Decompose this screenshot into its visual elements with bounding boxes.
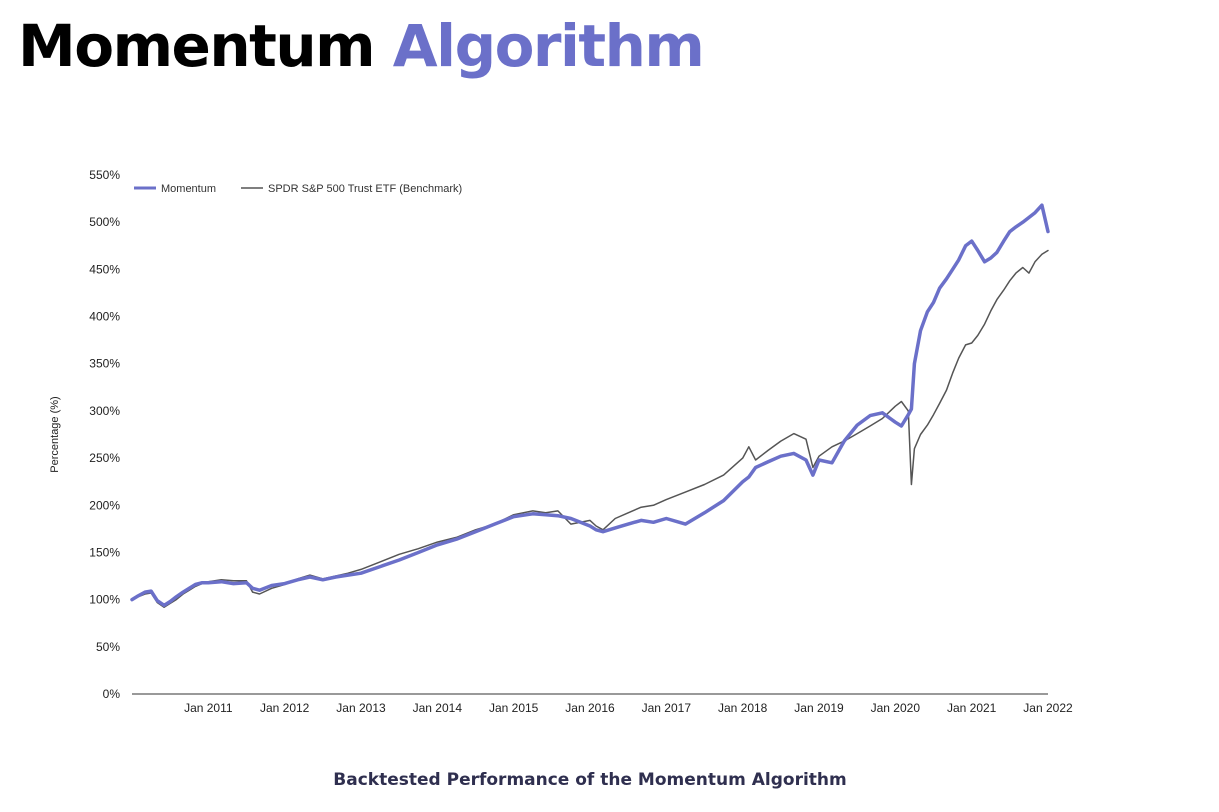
x-tick-label: Jan 2017 xyxy=(642,701,692,715)
page-title-word-momentum: Momentum xyxy=(18,12,376,80)
y-tick-label: 150% xyxy=(89,545,120,559)
y-axis-ticks: 0% 50% 100% 150% 200% 250% 300% 350% 400% 450% 500… xyxy=(89,168,120,701)
x-tick-label: Jan 2012 xyxy=(260,701,310,715)
y-tick-label: 50% xyxy=(96,640,120,654)
x-tick-label: Jan 2015 xyxy=(489,701,539,715)
page-title-word-algorithm: Algorithm xyxy=(392,12,705,80)
y-tick-label: 0% xyxy=(103,687,121,701)
y-tick-label: 400% xyxy=(89,310,120,324)
x-tick-label: Jan 2018 xyxy=(718,701,768,715)
x-axis-ticks: Jan 2011 Jan 2012 Jan 2013 Jan 2014 Jan 2015… xyxy=(184,701,1073,715)
y-tick-label: 450% xyxy=(89,262,120,276)
x-tick-label: Jan 2021 xyxy=(947,701,997,715)
x-tick-label: Jan 2013 xyxy=(336,701,386,715)
series-layer xyxy=(130,203,1050,608)
chart-caption: Backtested Performance of the Momentum A… xyxy=(333,770,847,790)
y-tick-label: 100% xyxy=(89,593,120,607)
legend-label-momentum: Momentum xyxy=(161,183,216,195)
y-tick-label: 300% xyxy=(89,404,120,418)
x-tick-label: Jan 2020 xyxy=(871,701,921,715)
y-tick-label: 250% xyxy=(89,451,120,465)
chart-legend: Momentum SPDR S&P 500 Trust ETF (Benchma… xyxy=(134,183,462,195)
x-tick-label: Jan 2022 xyxy=(1023,701,1073,715)
series-line-benchmark xyxy=(131,249,1049,608)
x-tick-label: Jan 2011 xyxy=(184,701,233,715)
series-line-momentum xyxy=(130,203,1050,608)
x-tick-label: Jan 2016 xyxy=(565,701,615,715)
legend-label-benchmark: SPDR S&P 500 Trust ETF (Benchmark) xyxy=(268,183,462,195)
y-tick-label: 550% xyxy=(89,168,120,182)
y-axis-label: Percentage (%) xyxy=(49,396,61,472)
x-tick-label: Jan 2019 xyxy=(794,701,844,715)
page-title: Momentum Algorithm xyxy=(18,6,705,86)
x-tick-label: Jan 2014 xyxy=(413,701,463,715)
y-tick-label: 500% xyxy=(89,215,120,229)
y-tick-label: 350% xyxy=(89,357,120,371)
y-tick-label: 200% xyxy=(89,498,120,512)
